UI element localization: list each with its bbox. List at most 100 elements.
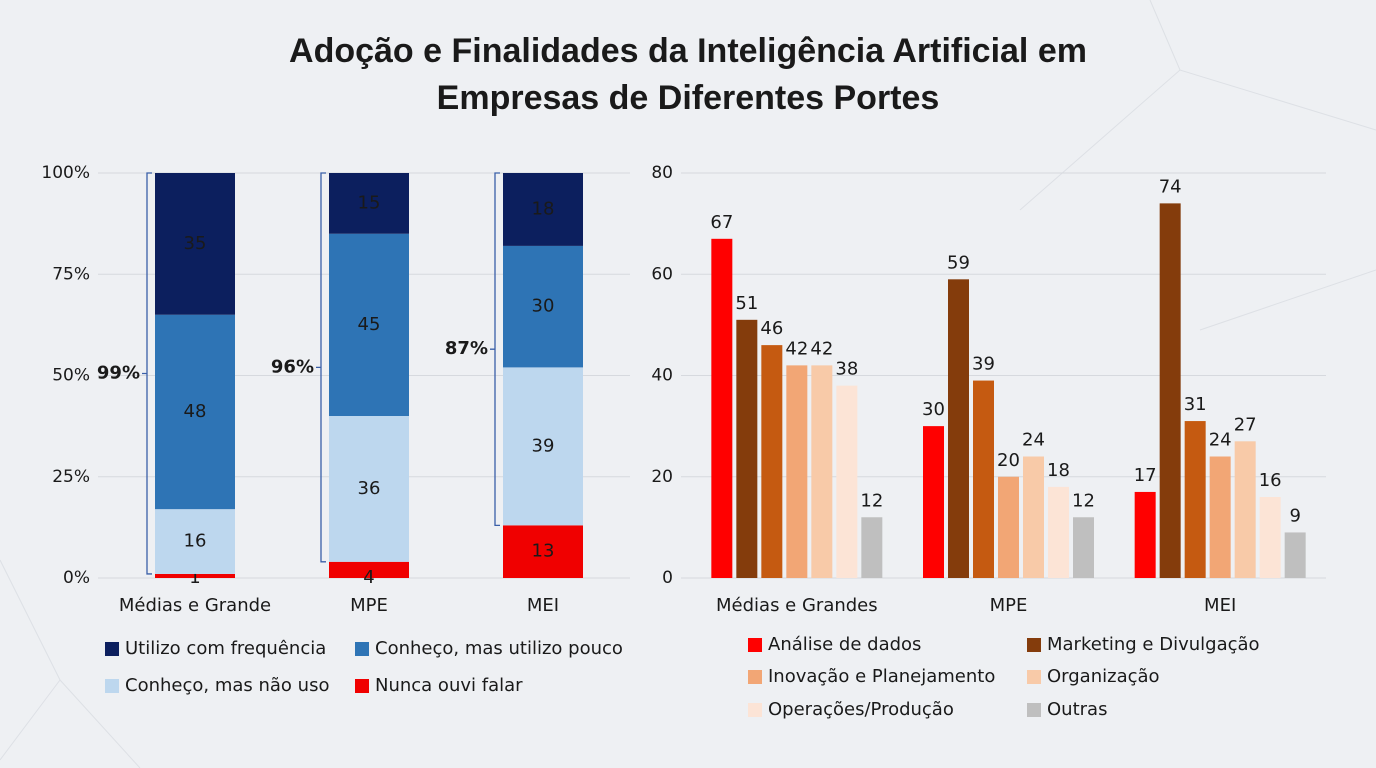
bar-segment: [329, 416, 409, 562]
legend-label: Organização: [1047, 666, 1160, 687]
data-label: 38: [835, 359, 858, 380]
x-tick-label: Médias e Grande: [119, 595, 271, 616]
data-label: 27: [1234, 414, 1257, 435]
bar-segment: [503, 173, 583, 246]
bar: [811, 365, 833, 578]
chart-title: Adoção e Finalidades da Inteligência Art…: [289, 32, 1087, 70]
y-tick-label: 20: [651, 467, 673, 487]
bar: [973, 380, 994, 578]
bracket: [316, 172, 326, 563]
data-label: 12: [1072, 490, 1095, 511]
data-label: 48: [184, 401, 207, 422]
bar: [861, 517, 883, 578]
data-label: 12: [860, 490, 883, 511]
legend-label: Conheço, mas utilizo pouco: [375, 638, 623, 659]
bar: [923, 426, 944, 578]
bar: [711, 238, 733, 578]
data-label: 24: [1209, 430, 1232, 451]
data-label: 15: [358, 192, 381, 213]
data-label: 18: [532, 198, 555, 219]
data-label: 67: [710, 212, 733, 233]
bracket-label: 87%: [445, 338, 488, 359]
legend-label: Nunca ouvi falar: [375, 675, 523, 696]
bracket-label: 99%: [97, 362, 140, 383]
bracket: [490, 172, 500, 526]
data-label: 4: [363, 567, 374, 588]
data-label: 16: [184, 531, 207, 552]
data-label: 24: [1022, 430, 1045, 451]
data-label: 30: [922, 399, 945, 420]
bar-segment: [503, 525, 583, 578]
legend-swatch: [1027, 638, 1041, 652]
data-label: 45: [358, 314, 381, 335]
data-label: 31: [1184, 394, 1207, 415]
y-tick-label: 75%: [52, 264, 90, 284]
y-tick-label: 0: [662, 568, 673, 588]
bar: [1259, 497, 1281, 578]
bar-segment: [329, 561, 409, 578]
legend-swatch: [105, 679, 119, 693]
bar-segment: [503, 367, 583, 526]
x-tick-label: MEI: [527, 595, 559, 616]
data-label: 9: [1289, 505, 1300, 526]
data-label: 20: [997, 450, 1020, 471]
x-tick-label: MPE: [990, 595, 1028, 616]
y-tick-label: 0%: [63, 568, 90, 588]
y-tick-label: 25%: [52, 467, 90, 487]
bar: [786, 365, 808, 578]
legend-label: Conheço, mas não uso: [125, 675, 329, 696]
bar-segment: [155, 314, 235, 510]
data-label: 42: [785, 338, 808, 359]
bar: [1184, 421, 1206, 578]
legend-swatch: [748, 703, 762, 717]
legend-label: Operações/Produção: [768, 699, 954, 720]
data-label: 59: [947, 252, 970, 273]
legend-label: Utilizo com frequência: [125, 638, 326, 659]
y-tick-label: 40: [651, 366, 673, 386]
y-tick-label: 50%: [52, 366, 90, 386]
bar: [1048, 486, 1069, 578]
legend-label: Inovação e Planejamento: [768, 666, 995, 687]
bar-segment: [155, 509, 235, 574]
data-label: 36: [358, 478, 381, 499]
bar-segment: [155, 573, 235, 578]
bar: [836, 385, 858, 578]
bar: [1234, 441, 1256, 578]
legend-label: Marketing e Divulgação: [1047, 634, 1260, 655]
bar-segment: [155, 173, 235, 315]
legend-swatch: [748, 638, 762, 652]
data-label: 18: [1047, 460, 1070, 481]
legend-swatch: [105, 642, 119, 656]
legend-swatch: [1027, 703, 1041, 717]
bar-segment: [503, 245, 583, 368]
data-label: 74: [1159, 176, 1182, 197]
x-tick-label: MEI: [1204, 595, 1236, 616]
x-tick-label: Médias e Grandes: [716, 595, 878, 616]
bracket-label: 96%: [271, 356, 314, 377]
data-label: 30: [532, 296, 555, 317]
data-label: 17: [1134, 465, 1157, 486]
data-label: 39: [532, 435, 555, 456]
bar: [1023, 456, 1044, 578]
bar: [998, 476, 1019, 578]
data-label: 13: [532, 541, 555, 562]
bar: [1209, 456, 1231, 578]
data-label: 16: [1259, 470, 1282, 491]
data-label: 46: [760, 318, 783, 339]
bar-segment: [329, 233, 409, 416]
legend-swatch: [1027, 670, 1041, 684]
data-label: 51: [735, 293, 758, 314]
bar: [1073, 517, 1094, 578]
data-label: 35: [184, 233, 207, 254]
bar: [1159, 203, 1181, 578]
y-tick-label: 100%: [41, 163, 90, 183]
y-tick-label: 60: [651, 264, 673, 284]
legend-label: Análise de dados: [768, 634, 921, 655]
bar: [948, 279, 969, 578]
bar: [1134, 491, 1156, 578]
bar: [761, 345, 783, 578]
bracket: [142, 172, 152, 575]
x-tick-label: MPE: [350, 595, 388, 616]
